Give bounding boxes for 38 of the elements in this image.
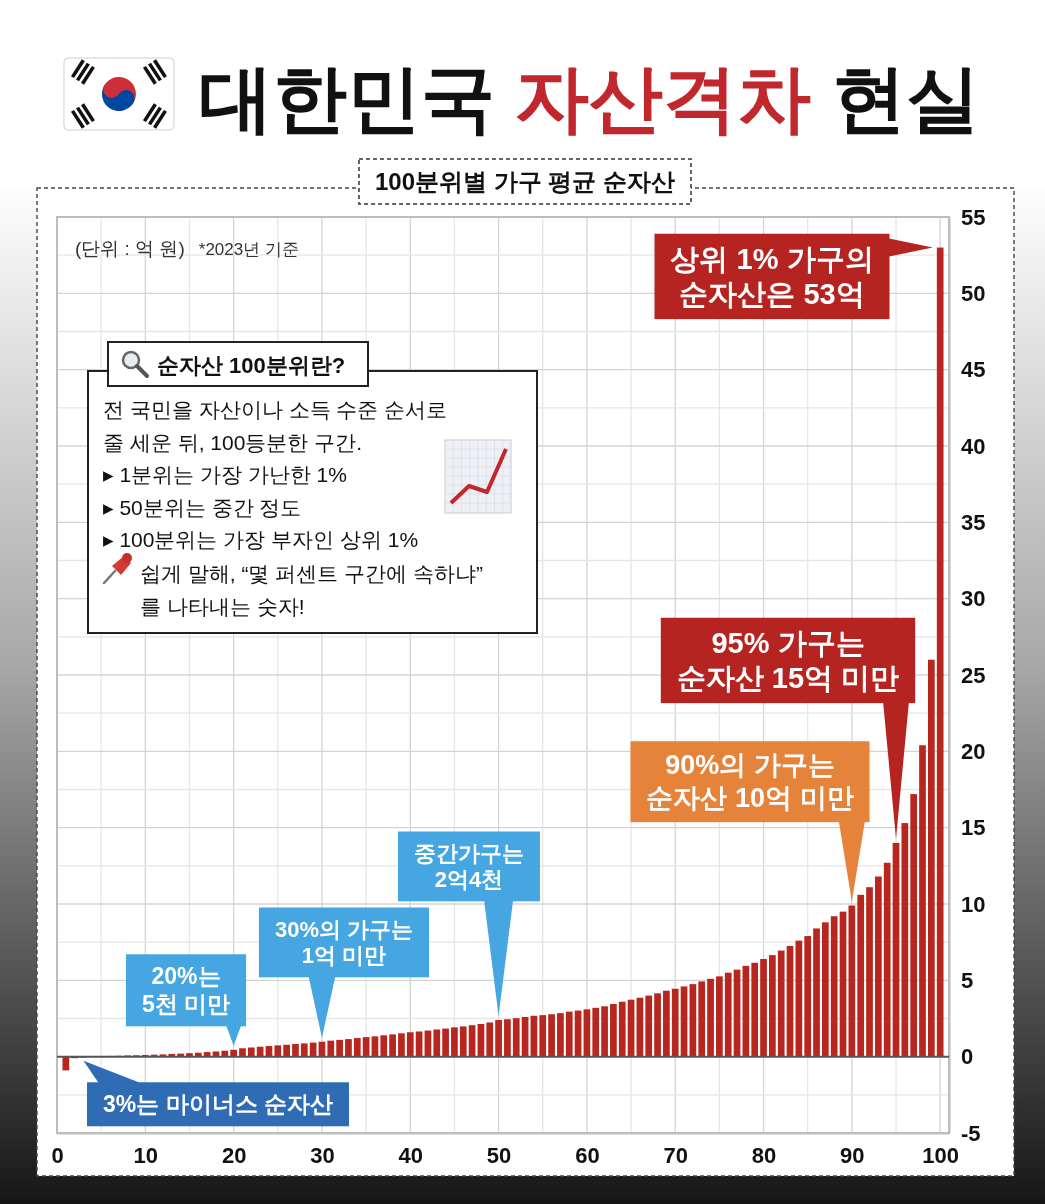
y-tick-label: 55 <box>961 204 986 230</box>
y-tick-label: 40 <box>961 433 986 459</box>
y-tick-label: -5 <box>961 1120 981 1146</box>
y-tick-label: 15 <box>961 815 986 841</box>
annotation: 상위 1% 가구의 순자산은 53억 <box>670 242 874 311</box>
y-tick-label: 50 <box>961 280 986 306</box>
chart-subtitle: 100분위별 가구 평균 순자산 <box>374 168 676 195</box>
annotation: 중간가구는 2억4천 <box>414 840 524 893</box>
y-tick-label: 10 <box>961 891 986 917</box>
x-tick-label: 50 <box>486 1142 512 1168</box>
x-tick-label: 10 <box>133 1142 159 1168</box>
x-tick-label: 40 <box>398 1142 424 1168</box>
x-tick-label: 20 <box>221 1142 247 1168</box>
chart-title: 대한민국 자산격차 현실 <box>198 57 981 140</box>
annotation: 30%의 가구는 1억 미만 <box>274 916 414 969</box>
x-tick-label: 0 <box>51 1142 64 1168</box>
x-tick-label: 30 <box>310 1142 335 1168</box>
annotation: 3%는 마이너스 순자산 <box>102 1091 334 1118</box>
y-tick-label: 35 <box>961 509 986 535</box>
annotation: 순자산 100분위란? <box>157 353 346 378</box>
y-tick-label: 0 <box>961 1044 974 1070</box>
annotation: 90%의 가구는 순자산 10억 미만 <box>646 750 854 814</box>
y-tick-label: 5 <box>961 967 974 993</box>
y-tick-label: 30 <box>961 586 986 612</box>
x-tick-label: 100 <box>922 1142 960 1168</box>
y-tick-label: 25 <box>961 662 986 688</box>
y-tick-label: 20 <box>961 738 986 764</box>
x-tick-label: 70 <box>663 1142 688 1168</box>
x-tick-label: 80 <box>751 1142 777 1168</box>
annotation: 쉽게 말해, “몇 퍼센트 구간에 속하냐” 를 나타내는 숫자! <box>140 562 483 618</box>
annotation: 20%는 5천 미만 <box>141 963 231 1018</box>
x-tick-label: 90 <box>840 1142 865 1168</box>
x-tick-label: 60 <box>575 1142 600 1168</box>
annotation: 95% 가구는 순자산 15억 미만 <box>676 626 900 695</box>
annotation: (단위 : 억 원) <box>75 238 185 259</box>
annotation: 전 국민을 자산이나 소득 수준 순서로 줄 세운 뒤, 100등분한 구간. ▸ 1분위는 가장 가난한 1% ▸ 50분위는 중간 정도 ▸ 100분위는 가장 부자인 상위 1% <box>103 398 448 551</box>
annotation: *2023년 기준 <box>198 240 299 259</box>
y-tick-label: 45 <box>961 357 986 383</box>
